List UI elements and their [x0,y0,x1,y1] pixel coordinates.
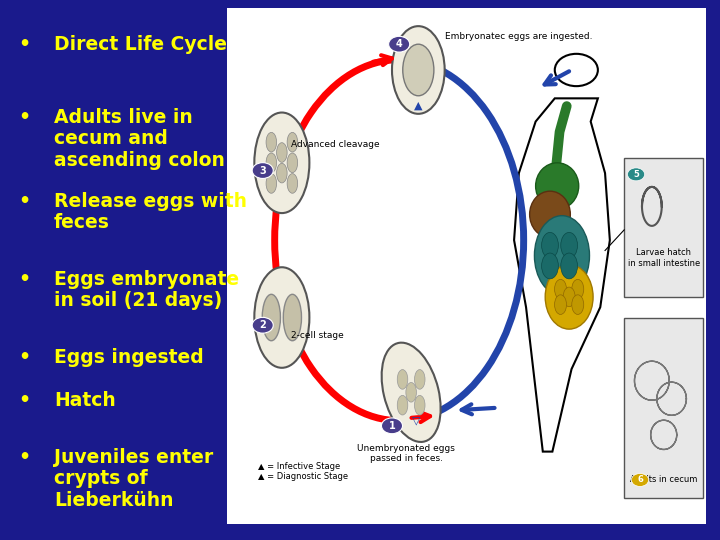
Ellipse shape [266,153,276,173]
Ellipse shape [276,143,287,163]
Ellipse shape [402,44,434,96]
Text: ▲ = Infective Stage
▲ = Diagnostic Stage: ▲ = Infective Stage ▲ = Diagnostic Stage [258,462,348,481]
Text: 6: 6 [637,475,643,484]
Text: Juveniles enter
crypts of
Lieberkühn: Juveniles enter crypts of Lieberkühn [54,448,213,510]
Text: Adults in cecum: Adults in cecum [630,475,698,484]
Ellipse shape [561,253,577,279]
Text: 2: 2 [259,320,266,330]
Ellipse shape [545,265,593,329]
Circle shape [252,163,274,178]
Circle shape [631,474,649,487]
Ellipse shape [415,395,425,415]
Text: Release eggs with
feces: Release eggs with feces [54,192,247,232]
Ellipse shape [287,132,297,152]
Bar [624,318,703,498]
Text: 4: 4 [396,39,402,49]
Circle shape [252,318,274,333]
Circle shape [382,418,402,434]
Ellipse shape [283,294,302,341]
Text: •: • [18,35,30,54]
Ellipse shape [254,267,310,368]
Text: •: • [18,348,30,367]
Text: Advanced cleavage: Advanced cleavage [292,140,380,149]
Ellipse shape [266,174,276,193]
Ellipse shape [530,191,570,238]
Ellipse shape [397,369,408,389]
Ellipse shape [572,295,584,314]
Text: •: • [18,448,30,467]
Text: Adults live in
cecum and
ascending colon: Adults live in cecum and ascending colon [54,108,225,170]
Text: 5: 5 [633,170,639,179]
Ellipse shape [415,369,425,389]
Ellipse shape [534,215,590,295]
Ellipse shape [397,395,408,415]
Text: •: • [18,392,30,410]
Text: 2-cell stage: 2-cell stage [292,331,344,340]
Ellipse shape [406,382,416,402]
Text: 3: 3 [259,166,266,176]
Text: Embryonatec eggs are ingested.: Embryonatec eggs are ingested. [445,32,592,41]
Ellipse shape [266,132,276,152]
Text: 1: 1 [389,421,395,431]
Ellipse shape [561,232,577,258]
Circle shape [627,168,644,181]
Ellipse shape [541,253,559,279]
Text: •: • [18,192,30,211]
Ellipse shape [262,294,280,341]
Text: Direct Life Cycle: Direct Life Cycle [54,35,227,54]
Ellipse shape [287,153,297,173]
Ellipse shape [541,232,559,258]
Ellipse shape [254,112,310,213]
Bar [624,158,703,297]
Circle shape [389,36,410,52]
Ellipse shape [563,287,575,307]
Bar [227,8,706,524]
Text: Unembryonated eggs
passed in feces.: Unembryonated eggs passed in feces. [357,444,455,463]
Text: Eggs ingested: Eggs ingested [54,348,204,367]
Text: •: • [18,108,30,127]
Ellipse shape [572,279,584,299]
Text: •: • [18,270,30,289]
Ellipse shape [536,163,579,209]
Text: ▲: ▲ [414,101,423,111]
Text: Hatch: Hatch [54,392,116,410]
Ellipse shape [287,174,297,193]
Ellipse shape [382,343,441,442]
Ellipse shape [554,279,567,299]
Ellipse shape [276,163,287,183]
Ellipse shape [554,295,567,314]
Ellipse shape [392,26,445,114]
Text: Larvae hatch
in small intestine: Larvae hatch in small intestine [628,248,700,268]
Text: ▽: ▽ [412,416,420,426]
Text: Eggs embryonate
in soil (21 days): Eggs embryonate in soil (21 days) [54,270,239,310]
